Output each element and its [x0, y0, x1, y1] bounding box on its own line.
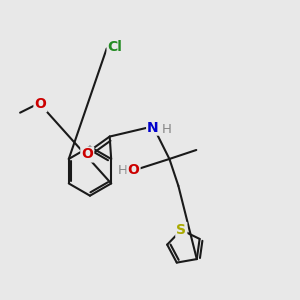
Text: Cl: Cl	[108, 40, 122, 54]
Text: S: S	[176, 223, 186, 237]
Text: O: O	[128, 163, 140, 177]
Text: O: O	[81, 148, 93, 161]
Text: H: H	[118, 164, 128, 176]
Text: O: O	[34, 97, 46, 111]
Text: H: H	[161, 123, 171, 136]
Text: N: N	[147, 121, 159, 135]
